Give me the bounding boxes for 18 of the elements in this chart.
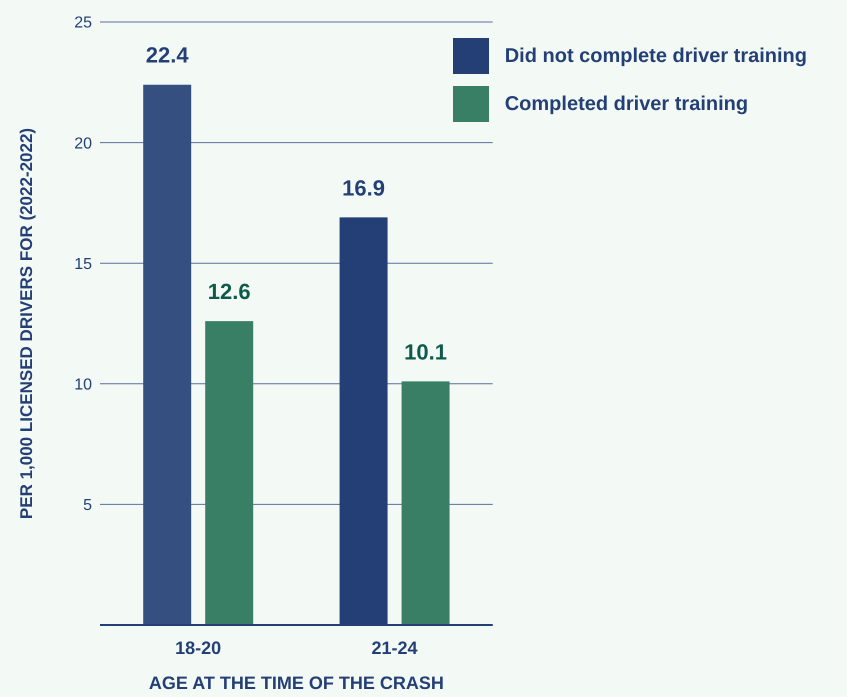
- x-tick-label: 18-20: [175, 638, 222, 658]
- data-label: 22.4: [146, 42, 190, 68]
- y-tick-label: 20: [74, 135, 92, 152]
- y-tick-label: 10: [74, 376, 92, 394]
- legend-label: Completed driver training: [504, 92, 748, 116]
- legend-label: Did not complete driver training: [504, 44, 807, 68]
- bar: [143, 84, 192, 625]
- x-axis-title: AGE AT THE TIME OF THE CRASH: [148, 673, 444, 693]
- bar: [402, 381, 450, 625]
- data-label: 16.9: [342, 175, 385, 200]
- y-tick-label: 5: [83, 497, 92, 514]
- data-label: 10.1: [404, 339, 447, 364]
- y-tick-label: 15: [74, 256, 92, 273]
- y-tick-label: 25: [74, 14, 92, 32]
- y-axis-title: PER 1,000 LICENSED DRIVERS FOR (2022-2022): [17, 128, 36, 520]
- data-label: 12.6: [208, 279, 251, 304]
- bar: [205, 321, 254, 625]
- x-tick-label: 21-24: [372, 638, 418, 658]
